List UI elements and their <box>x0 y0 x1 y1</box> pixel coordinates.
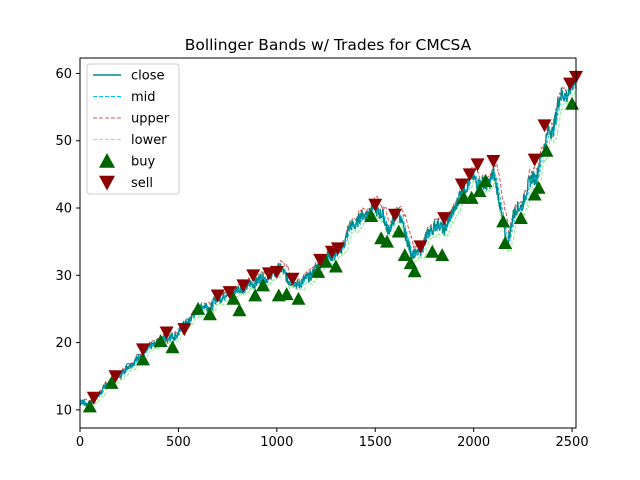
sell-marker <box>330 242 345 256</box>
x-tick-label: 1500 <box>359 435 392 450</box>
legend-buy-marker <box>99 153 115 168</box>
buy-marker <box>202 307 217 321</box>
buy-marker <box>498 236 513 249</box>
y-tick-label: 20 <box>55 336 72 351</box>
sell-marker <box>313 253 328 267</box>
x-tick-label: 0 <box>76 435 84 450</box>
x-tick-label: 500 <box>166 435 191 450</box>
buy-marker <box>104 375 119 389</box>
legend-lower-label: lower <box>131 133 167 148</box>
buy-marker <box>232 303 247 317</box>
sell-marker <box>86 391 101 405</box>
buy-marker <box>153 334 168 348</box>
sell-marker <box>246 269 261 283</box>
x-tick-label: 2500 <box>556 435 589 450</box>
chart-title: Bollinger Bands w/ Trades for CMCSA <box>185 36 472 54</box>
buy-marker <box>513 211 528 225</box>
buy-marker <box>165 340 180 354</box>
sell-marker <box>486 154 501 168</box>
buy-marker <box>464 190 479 204</box>
buy-marker <box>248 288 263 302</box>
y-tick-label: 40 <box>55 202 72 217</box>
legend-frame <box>86 63 180 195</box>
y-tick-label: 60 <box>55 67 72 82</box>
buy-marker <box>496 214 511 228</box>
sell-marker <box>462 168 477 182</box>
buy-marker <box>425 244 440 258</box>
sell-marker <box>269 265 284 279</box>
sell-marker <box>413 240 428 254</box>
sell-marker <box>135 343 150 357</box>
marker-layer <box>82 70 583 413</box>
sell-marker <box>527 153 542 167</box>
sell-marker <box>537 119 552 133</box>
sell-marker <box>387 208 402 222</box>
legend: close mid upper lower buy sell <box>86 63 180 195</box>
buy-marker <box>256 278 271 292</box>
sell-marker <box>222 286 237 300</box>
y-tick-label: 50 <box>55 134 72 149</box>
buy-marker <box>539 143 554 157</box>
y-tick-label: 30 <box>55 269 72 284</box>
y-tick-label: 10 <box>55 403 72 418</box>
legend-sell-label: sell <box>131 176 153 191</box>
buy-marker <box>328 259 343 273</box>
sell-marker <box>368 198 383 212</box>
legend-sell-marker <box>99 175 115 191</box>
sell-marker <box>236 279 251 293</box>
sell-marker <box>210 289 225 303</box>
buy-marker <box>527 187 542 201</box>
sell-marker <box>285 272 300 286</box>
buy-marker <box>391 224 406 238</box>
buy-marker <box>319 254 334 268</box>
plot-frame <box>79 57 577 429</box>
buy-marker <box>82 399 97 413</box>
buy-marker <box>311 264 326 278</box>
buy-marker <box>279 287 294 301</box>
buy-marker <box>472 184 487 198</box>
buy-marker <box>291 291 306 305</box>
sell-marker <box>108 370 123 384</box>
legend-mid-label: mid <box>131 90 156 105</box>
x-tick-label: 2000 <box>457 435 490 450</box>
legend-buy-label: buy <box>131 155 155 170</box>
x-axis: 0 500 1000 1500 2000 2500 <box>76 428 589 450</box>
sell-marker <box>159 326 174 340</box>
buy-marker <box>380 234 395 248</box>
series-lower-line <box>79 90 577 410</box>
sell-marker <box>177 323 192 337</box>
x-tick-label: 1000 <box>260 435 293 450</box>
buy-marker <box>397 248 412 262</box>
buy-marker <box>135 352 150 366</box>
y-axis: 10 20 30 40 50 60 <box>55 67 80 418</box>
buy-marker <box>478 174 493 188</box>
legend-upper-label: upper <box>131 112 170 127</box>
buy-marker <box>191 301 206 315</box>
sell-marker <box>470 158 485 172</box>
sell-marker <box>454 178 469 192</box>
buy-marker <box>226 291 241 305</box>
legend-close-label: close <box>131 69 164 84</box>
sell-marker <box>563 77 578 91</box>
buy-marker <box>364 209 379 223</box>
sell-marker <box>437 212 452 226</box>
buy-marker <box>407 264 422 278</box>
buy-marker <box>435 248 450 262</box>
buy-marker <box>531 180 546 194</box>
